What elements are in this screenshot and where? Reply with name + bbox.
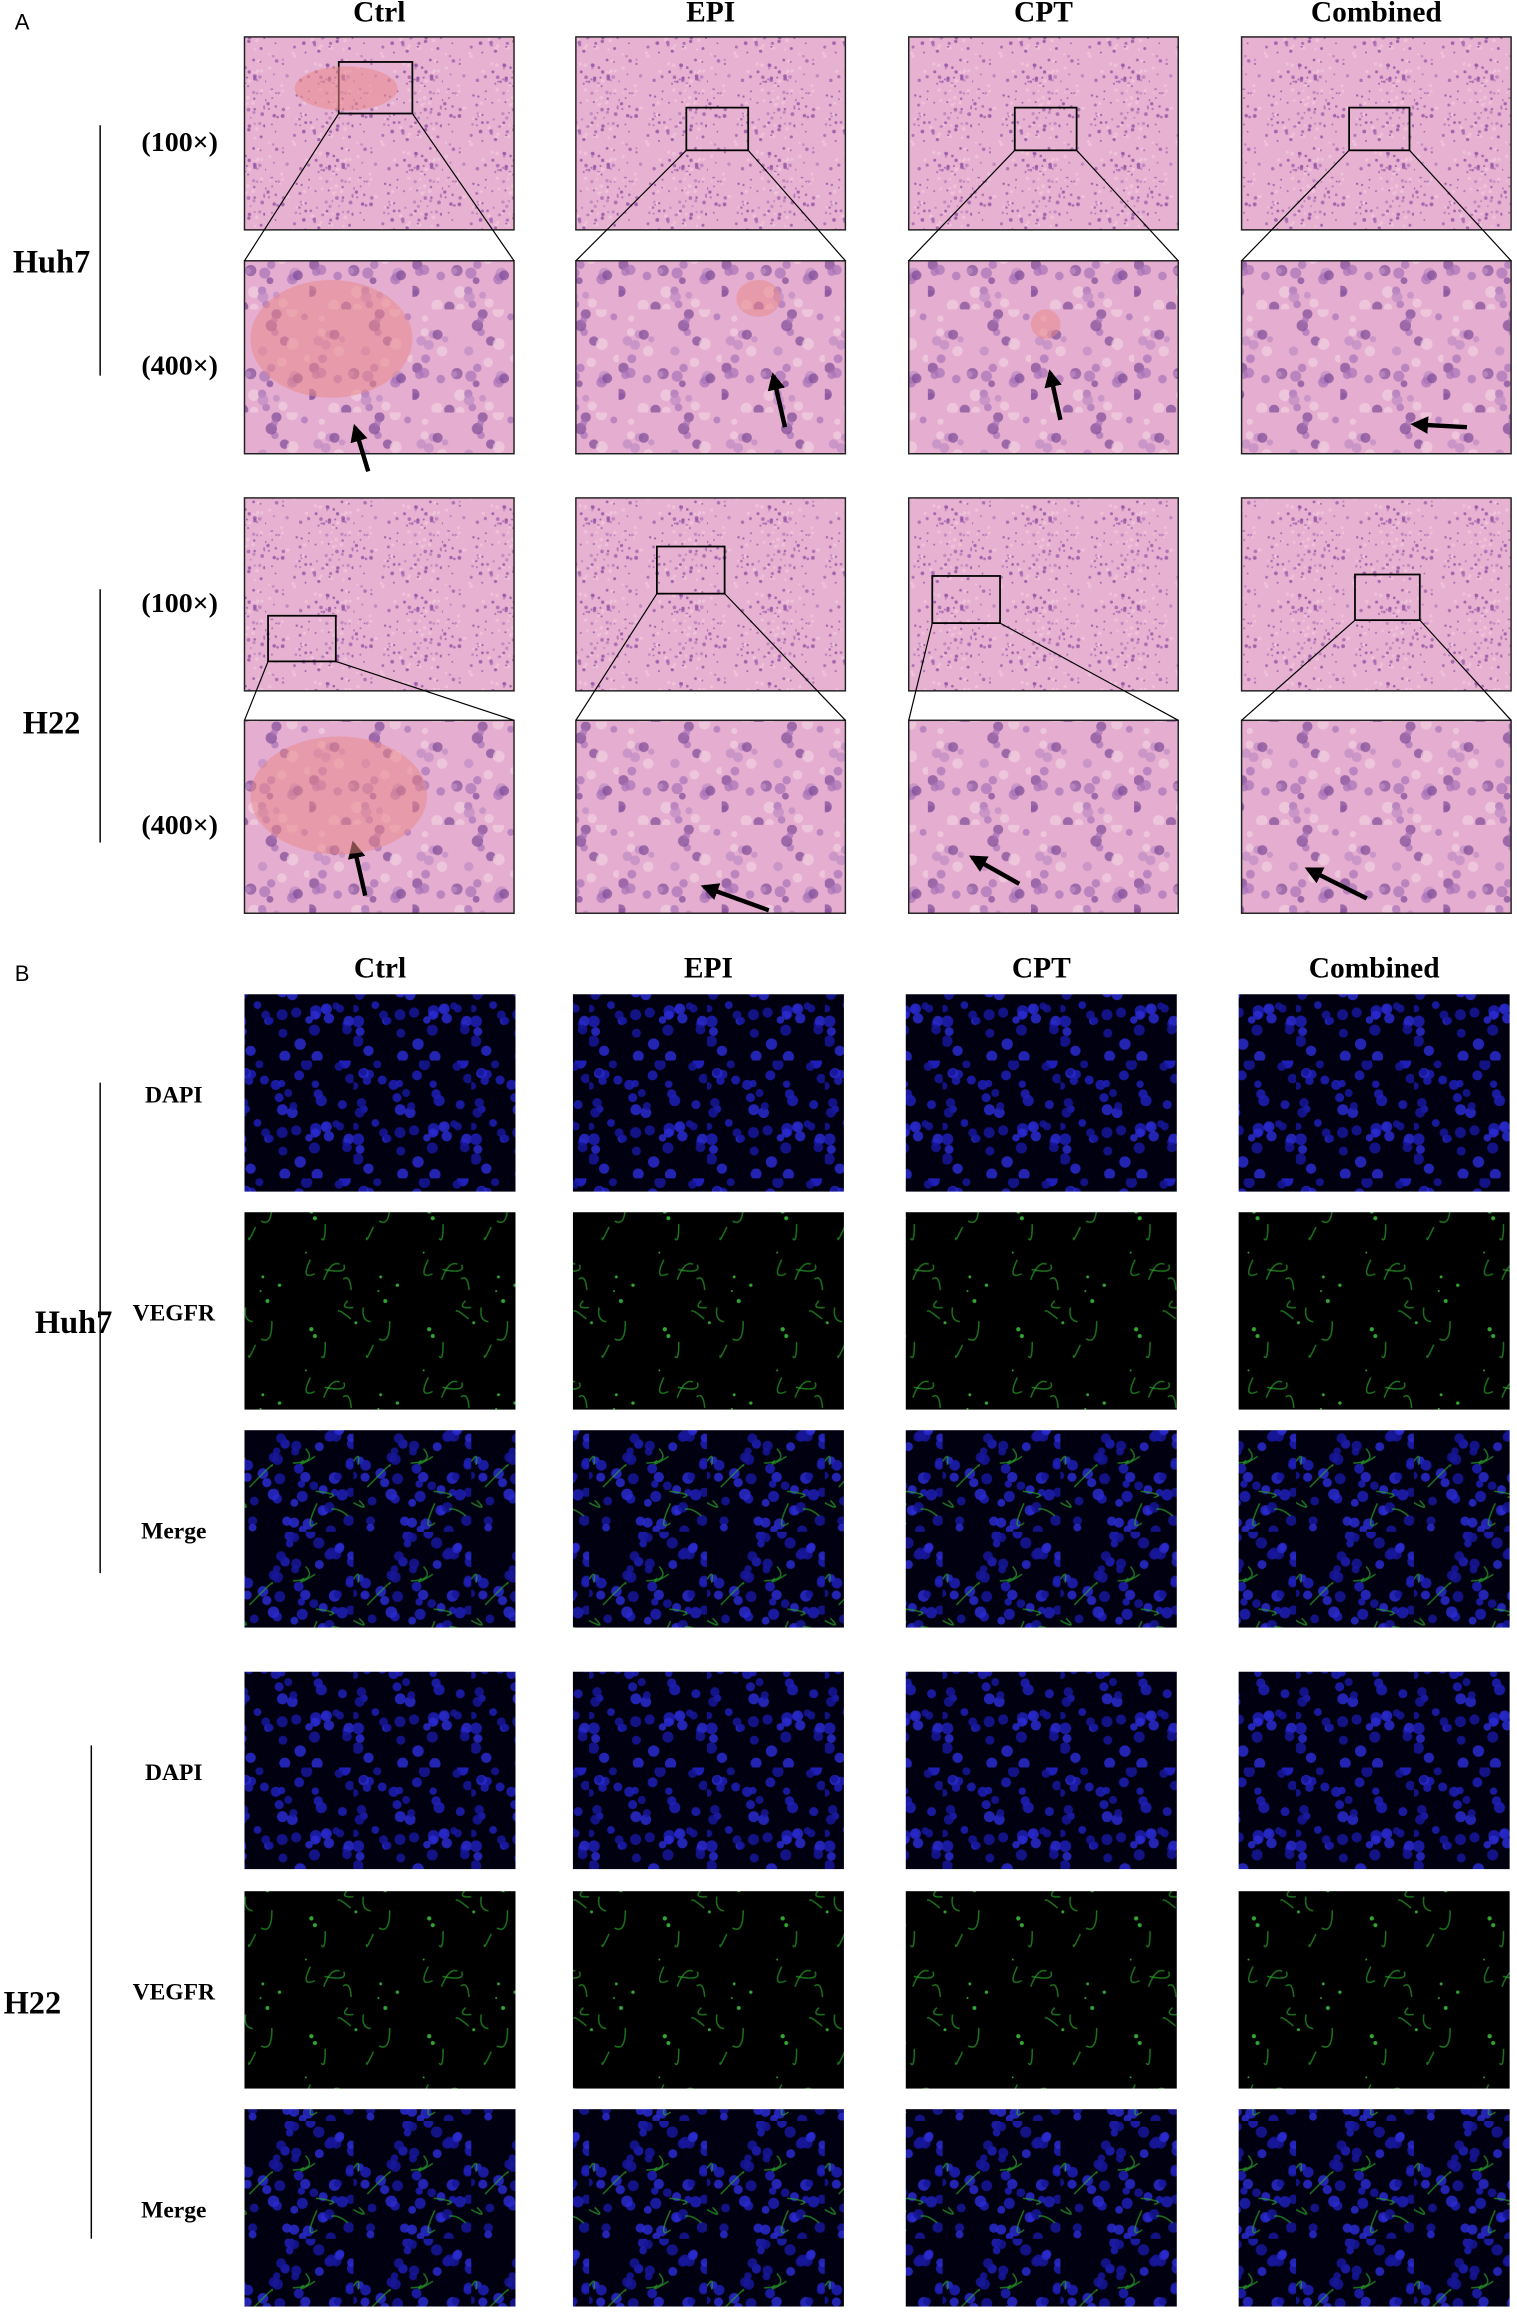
micrograph — [907, 36, 1179, 231]
group-label: H22 — [4, 1986, 62, 2022]
micrograph — [1238, 1671, 1510, 1870]
arrow — [767, 372, 788, 428]
micrograph — [244, 1212, 516, 1410]
zoom-box — [1013, 106, 1078, 152]
micrograph — [572, 1671, 844, 1870]
row-label: (100×) — [141, 127, 218, 158]
micrograph — [244, 1430, 516, 1628]
group-label: H22 — [23, 706, 81, 742]
micrograph — [907, 260, 1179, 455]
zoom-connector — [724, 593, 846, 721]
panel-label: A — [15, 9, 30, 34]
zoom-box — [655, 545, 726, 595]
zoom-connector — [908, 622, 933, 721]
micrograph — [575, 260, 847, 455]
micrograph — [1238, 1891, 1510, 2089]
arrow — [1410, 416, 1468, 434]
vessel — [736, 279, 781, 317]
micrograph — [575, 36, 847, 231]
zoom-connector — [999, 622, 1179, 721]
arrow — [1304, 867, 1368, 901]
micrograph — [907, 719, 1179, 914]
row-label: VEGFR — [133, 1301, 216, 1327]
micrograph — [572, 994, 844, 1192]
micrograph — [572, 1430, 844, 1628]
micrograph — [244, 994, 516, 1192]
micrograph — [905, 1891, 1177, 2089]
row-label: DAPI — [145, 1760, 203, 1786]
column-header: Ctrl — [354, 952, 406, 984]
column-header: CPT — [1012, 952, 1071, 984]
zoom-box — [1348, 106, 1411, 152]
micrograph — [905, 1430, 1177, 1628]
micrograph — [244, 1891, 516, 2089]
column-header: EPI — [686, 0, 735, 29]
zoom-connector — [908, 149, 1016, 262]
micrograph — [1238, 1430, 1510, 1628]
column-header: Combined — [1311, 0, 1442, 29]
zoom-connector — [1076, 149, 1179, 262]
micrograph — [575, 719, 847, 914]
zoom-connector — [1419, 619, 1512, 721]
arrow — [700, 883, 770, 913]
zoom-connector — [411, 113, 515, 262]
arrow — [350, 423, 371, 473]
group-label: Huh7 — [13, 245, 90, 281]
micrograph — [572, 2109, 844, 2307]
vessel — [294, 66, 398, 111]
micrograph — [1240, 260, 1512, 455]
micrograph — [1238, 2109, 1510, 2307]
zoom-connector — [1409, 149, 1512, 262]
zoom-box — [685, 106, 750, 152]
column-header: EPI — [684, 952, 733, 984]
zoom-connector — [243, 661, 269, 721]
micrograph — [905, 994, 1177, 1192]
micrograph — [243, 497, 515, 692]
row-label: Merge — [141, 2198, 206, 2224]
micrograph — [1240, 497, 1512, 692]
micrograph — [244, 2109, 516, 2307]
column-header: Combined — [1309, 952, 1440, 984]
micrograph — [905, 2109, 1177, 2307]
panel-label: B — [15, 961, 30, 986]
column-header: CPT — [1014, 0, 1073, 29]
micrograph — [1240, 719, 1512, 914]
row-label: Merge — [141, 1519, 206, 1545]
vessel — [1030, 309, 1061, 339]
zoom-connector — [243, 113, 340, 262]
zoom-connector — [575, 149, 687, 262]
zoom-box — [931, 575, 1001, 624]
micrograph — [905, 1671, 1177, 1870]
micrograph — [907, 497, 1179, 692]
micrograph — [1238, 1212, 1510, 1410]
arrow — [1044, 369, 1063, 421]
micrograph — [244, 1671, 516, 1870]
zoom-connector — [1241, 619, 1356, 721]
column-header: Ctrl — [353, 0, 405, 29]
zoom-connector — [747, 149, 846, 262]
arrow — [968, 855, 1021, 886]
row-label: (100×) — [141, 588, 218, 619]
zoom-connector — [335, 660, 515, 721]
row-label: DAPI — [145, 1083, 203, 1109]
vessel — [250, 279, 413, 398]
zoom-box — [267, 614, 337, 663]
micrograph — [1238, 994, 1510, 1192]
micrograph — [1240, 36, 1512, 231]
row-label: (400×) — [141, 810, 218, 841]
micrograph — [905, 1212, 1177, 1410]
row-label: VEGFR — [133, 1980, 216, 2006]
micrograph — [572, 1212, 844, 1410]
zoom-connector — [575, 593, 658, 721]
zoom-box — [1354, 573, 1421, 622]
micrograph — [243, 36, 515, 231]
micrograph — [572, 1891, 844, 2089]
zoom-connector — [1241, 149, 1350, 262]
vessel — [250, 736, 428, 855]
row-label: (400×) — [141, 351, 218, 382]
